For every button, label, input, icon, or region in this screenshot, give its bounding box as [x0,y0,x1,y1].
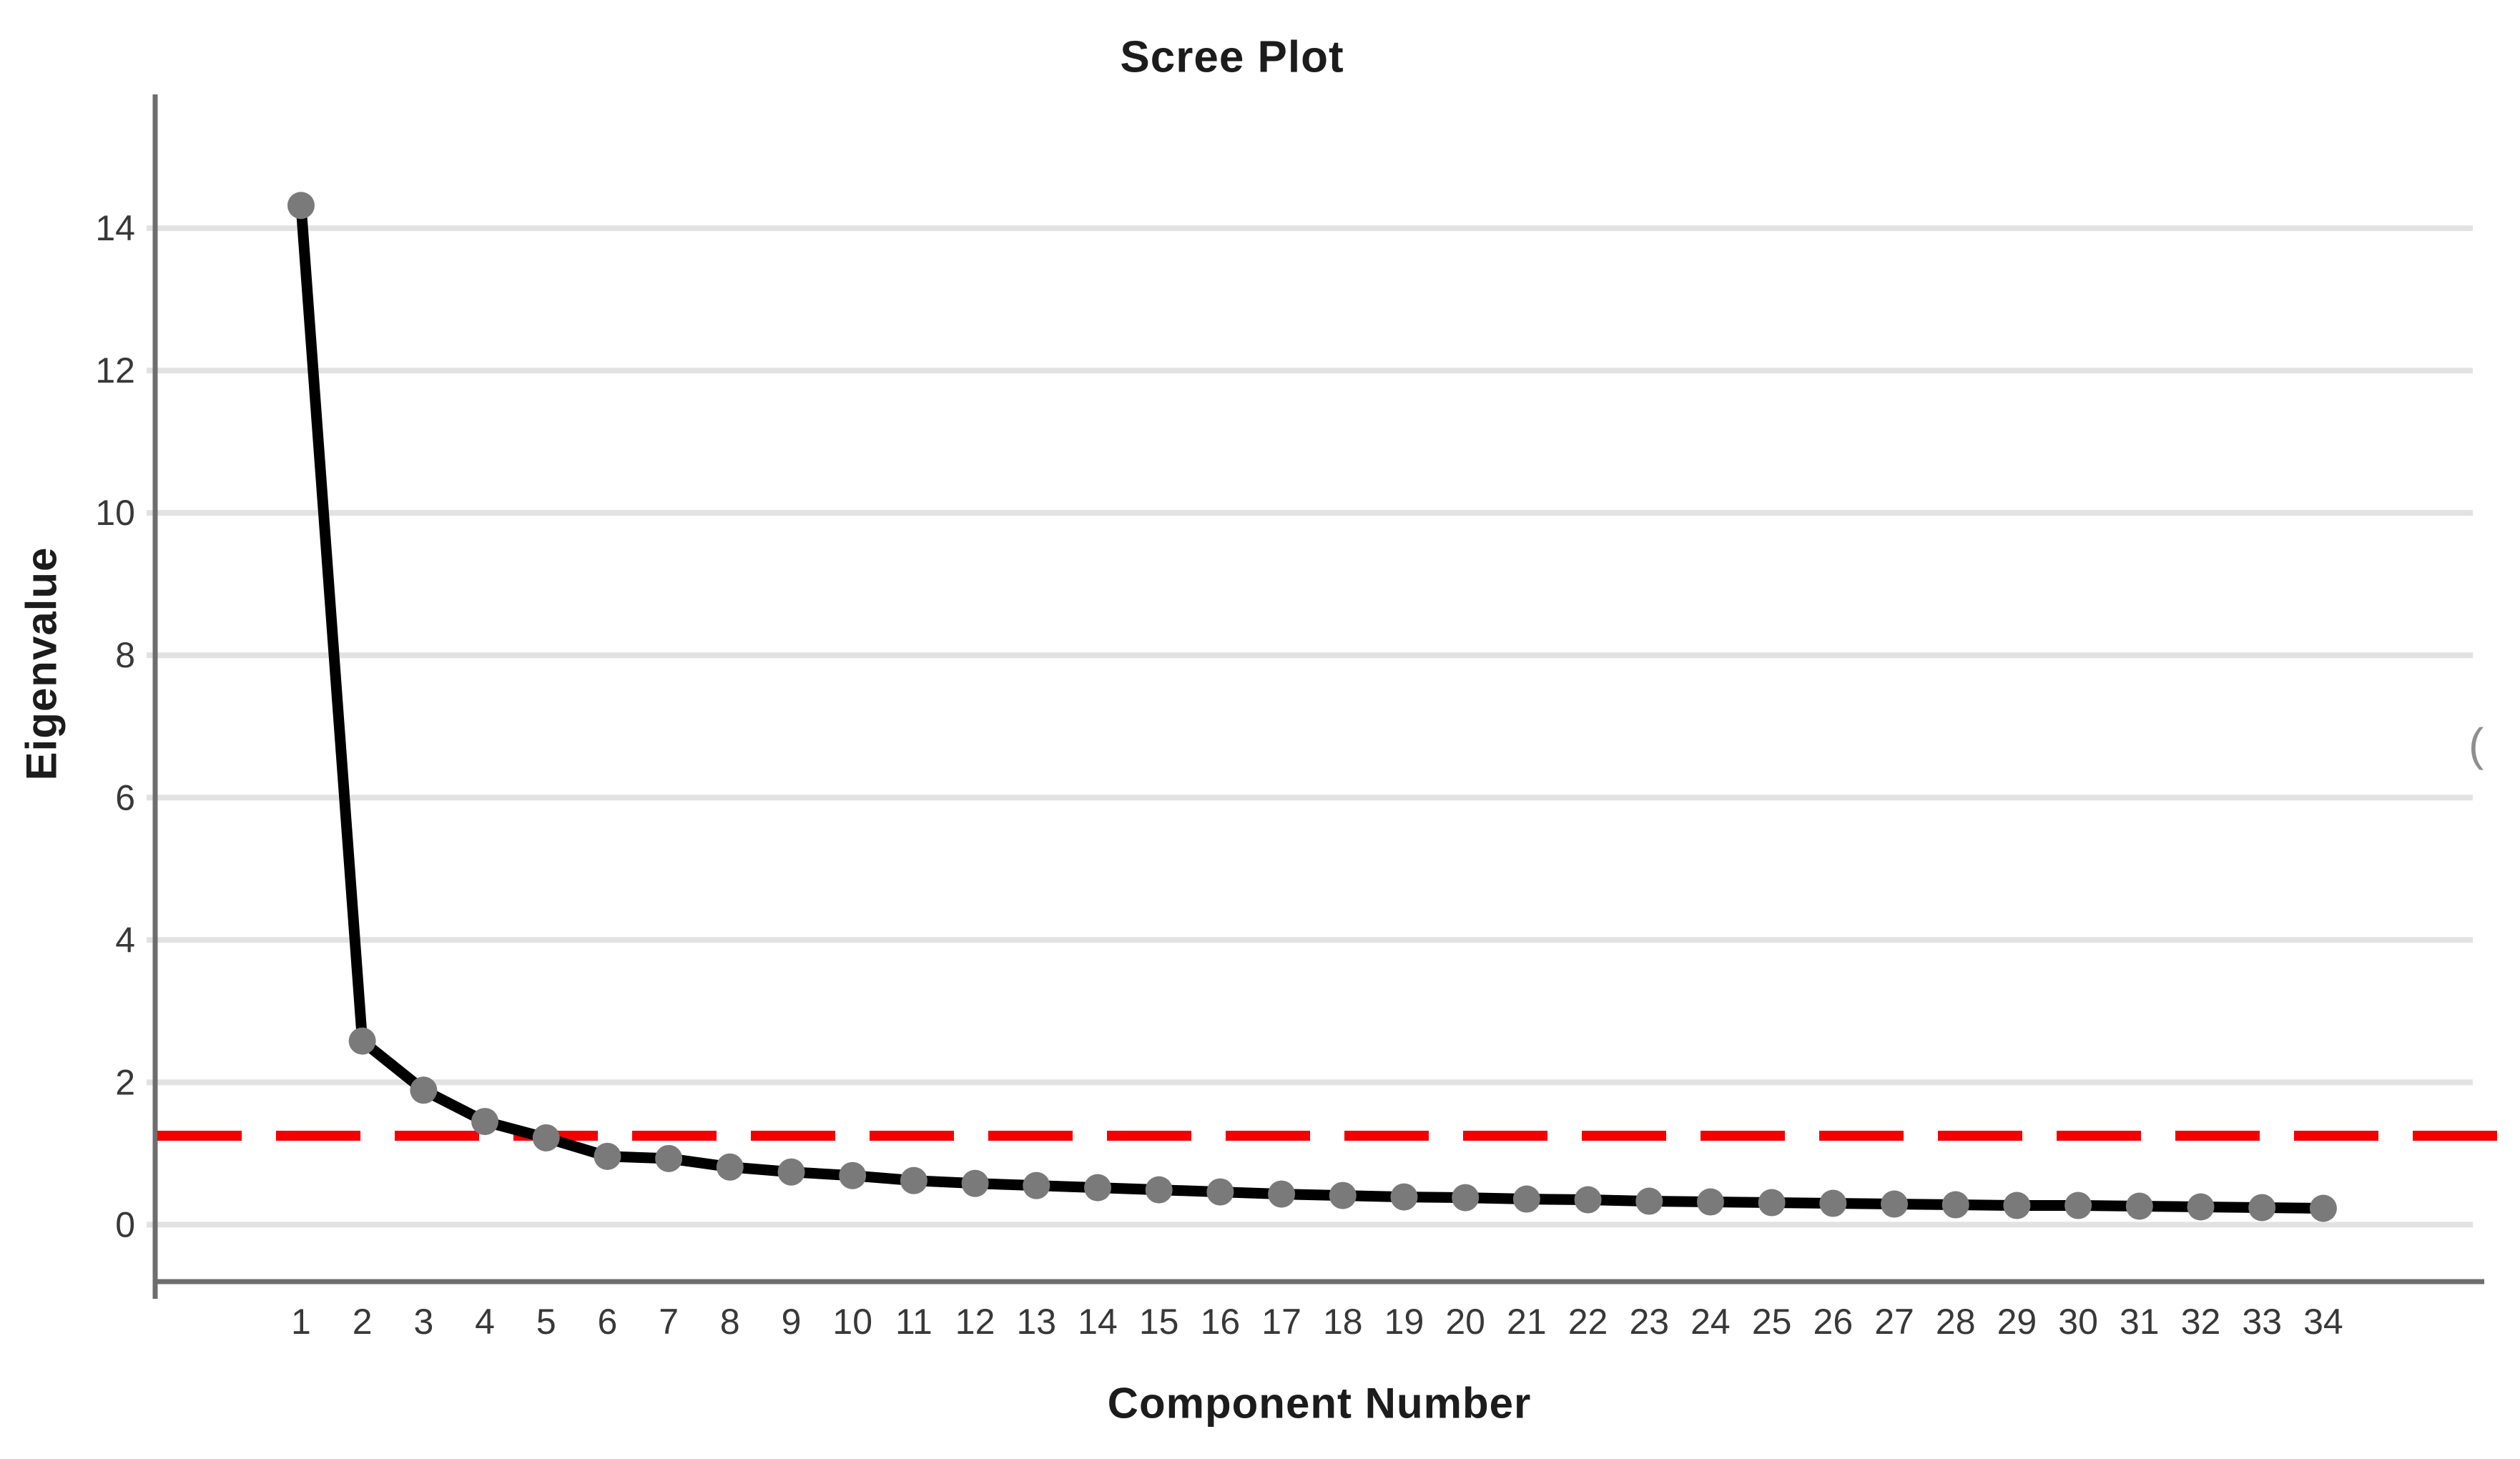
data-point-18 [1329,1182,1357,1209]
data-point-28 [1941,1191,1969,1219]
x-tick-label-3: 3 [413,1302,433,1342]
data-point-27 [1881,1190,1909,1218]
data-point-3 [410,1076,438,1104]
data-point-7 [655,1144,683,1172]
data-point-2 [348,1027,376,1055]
x-tick-label-22: 22 [1568,1302,1608,1342]
data-point-32 [2187,1193,2215,1221]
x-tick-label-14: 14 [1078,1302,1118,1342]
y-tick-label-14: 14 [95,208,135,248]
x-tick-label-7: 7 [659,1302,679,1342]
x-tick-label-31: 31 [2120,1302,2160,1342]
data-point-25 [1758,1189,1786,1217]
data-point-24 [1696,1188,1724,1216]
y-tick-label-4: 4 [115,920,135,960]
x-tick-label-29: 29 [1997,1302,2037,1342]
x-tick-label-27: 27 [1874,1302,1914,1342]
y-tick-label-0: 0 [115,1204,135,1244]
x-tick-label-18: 18 [1323,1302,1363,1342]
data-point-4 [471,1108,499,1136]
x-tick-label-32: 32 [2181,1302,2221,1342]
data-point-6 [594,1142,621,1170]
data-point-14 [1083,1174,1111,1202]
data-point-19 [1390,1183,1418,1211]
x-tick-label-19: 19 [1384,1302,1424,1342]
y-tick-label-10: 10 [95,493,135,533]
data-point-33 [2248,1194,2276,1222]
x-tick-label-26: 26 [1813,1302,1854,1342]
x-tick-label-10: 10 [832,1302,872,1342]
chart-title: Scree Plot [1120,32,1344,82]
data-point-15 [1145,1176,1173,1204]
x-tick-label-12: 12 [955,1302,995,1342]
x-tick-label-1: 1 [291,1302,311,1342]
x-tick-label-2: 2 [353,1302,373,1342]
x-tick-label-6: 6 [598,1302,618,1342]
data-point-22 [1574,1186,1602,1214]
data-point-17 [1268,1180,1296,1208]
x-tick-label-20: 20 [1445,1302,1485,1342]
x-tick-label-34: 34 [2303,1302,2343,1342]
x-tick-label-25: 25 [1752,1302,1792,1342]
data-point-21 [1512,1185,1540,1213]
data-point-11 [900,1166,927,1194]
x-tick-label-16: 16 [1201,1302,1241,1342]
data-point-1 [287,192,315,220]
x-tick-label-33: 33 [2242,1302,2282,1342]
x-tick-label-13: 13 [1016,1302,1056,1342]
x-tick-label-28: 28 [1936,1302,1976,1342]
y-tick-label-2: 2 [115,1062,135,1102]
data-point-20 [1452,1184,1480,1212]
data-point-5 [532,1124,560,1151]
x-tick-label-24: 24 [1690,1302,1731,1342]
x-tick-label-23: 23 [1629,1302,1669,1342]
x-axis-title: Component Number [1107,1379,1532,1428]
data-point-29 [2003,1192,2031,1219]
y-tick-label-8: 8 [115,635,135,675]
y-tick-label-12: 12 [95,350,135,390]
x-tick-label-4: 4 [475,1302,495,1342]
x-tick-label-21: 21 [1507,1302,1547,1342]
data-point-23 [1635,1187,1663,1215]
x-tick-label-5: 5 [536,1302,556,1342]
data-point-10 [839,1161,867,1189]
data-point-30 [2064,1192,2092,1219]
data-point-8 [716,1153,744,1181]
right-edge-artifact-text: ( [2469,719,2484,770]
x-tick-label-15: 15 [1139,1302,1179,1342]
x-tick-label-9: 9 [782,1302,802,1342]
y-tick-label-6: 6 [115,777,135,817]
data-point-16 [1206,1178,1234,1206]
data-point-31 [2125,1192,2153,1220]
x-tick-label-30: 30 [2058,1302,2098,1342]
data-point-13 [1023,1171,1050,1199]
data-point-26 [1819,1189,1847,1217]
data-point-12 [961,1169,989,1197]
x-tick-label-8: 8 [720,1302,740,1342]
x-tick-label-17: 17 [1261,1302,1301,1342]
x-tick-label-11: 11 [895,1302,932,1342]
data-point-9 [777,1158,805,1186]
scree-line [295,205,2323,1214]
data-point-34 [2309,1194,2337,1222]
